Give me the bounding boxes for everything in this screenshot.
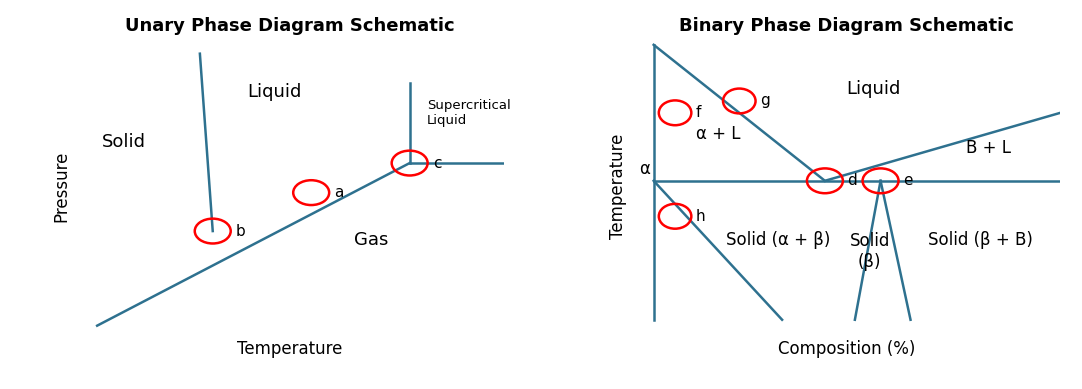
Text: c: c: [433, 156, 441, 170]
Text: Solid: Solid: [102, 133, 145, 151]
Y-axis label: Temperature: Temperature: [609, 134, 626, 239]
X-axis label: Composition (%): Composition (%): [778, 340, 915, 358]
Text: Solid (β + B): Solid (β + B): [927, 231, 1032, 249]
Text: f: f: [696, 105, 701, 120]
Text: g: g: [760, 93, 769, 109]
X-axis label: Temperature: Temperature: [237, 340, 343, 358]
Text: Gas: Gas: [354, 231, 388, 249]
Y-axis label: Pressure: Pressure: [52, 151, 70, 223]
Text: Solid
(β): Solid (β): [849, 232, 890, 271]
Text: Solid (α + β): Solid (α + β): [726, 231, 831, 249]
Text: α: α: [638, 160, 649, 178]
Title: Unary Phase Diagram Schematic: Unary Phase Diagram Schematic: [126, 17, 454, 35]
Text: Liquid: Liquid: [247, 83, 302, 101]
Text: Supercritical
Liquid: Supercritical Liquid: [426, 99, 511, 127]
Text: d: d: [847, 173, 857, 188]
Text: a: a: [334, 185, 344, 200]
Text: b: b: [236, 224, 246, 238]
Text: e: e: [902, 173, 912, 188]
Text: Liquid: Liquid: [846, 80, 900, 98]
Title: Binary Phase Diagram Schematic: Binary Phase Diagram Schematic: [678, 17, 1014, 35]
Text: α + L: α + L: [697, 124, 741, 142]
Text: B + L: B + L: [966, 139, 1012, 157]
Text: h: h: [696, 209, 705, 224]
